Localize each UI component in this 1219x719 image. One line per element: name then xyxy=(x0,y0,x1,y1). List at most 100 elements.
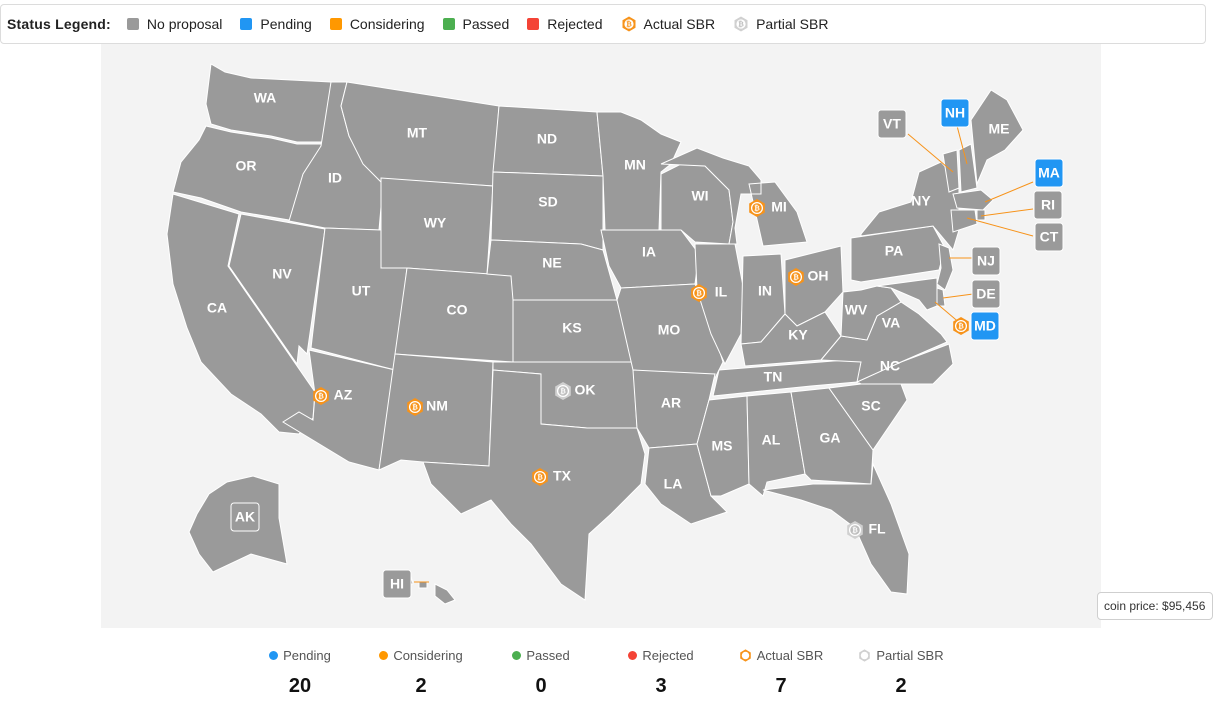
state-label-nd: ND xyxy=(537,131,557,147)
svg-text:₿: ₿ xyxy=(754,204,760,212)
state-vt[interactable] xyxy=(942,149,960,193)
state-label-oh: OH xyxy=(808,268,829,284)
bitcoin-icon: ₿ xyxy=(622,16,635,32)
state-label-de: DE xyxy=(976,286,995,302)
legend-swatch xyxy=(240,18,253,30)
state-label-pa: PA xyxy=(885,243,903,259)
legend-item-pending: Pending xyxy=(240,16,312,32)
state-label-vt: VT xyxy=(883,116,901,132)
state-label-ne: NE xyxy=(542,255,561,271)
state-label-ak: AK xyxy=(235,509,255,525)
stat-label-text: Passed xyxy=(526,648,570,663)
state-label-mi: MI xyxy=(771,199,787,215)
state-box-ct[interactable] xyxy=(1034,222,1064,252)
state-label-wa: WA xyxy=(254,90,277,106)
state-de[interactable] xyxy=(936,287,946,307)
status-dot xyxy=(269,651,279,660)
state-md[interactable] xyxy=(876,277,938,311)
state-wa[interactable] xyxy=(205,63,332,143)
stat-label: Partial SBR xyxy=(846,648,956,663)
state-label-al: AL xyxy=(762,432,781,448)
state-label-hi: HI xyxy=(390,576,404,592)
state-box-de[interactable] xyxy=(971,279,1001,309)
state-label-sd: SD xyxy=(538,194,557,210)
state-box-hi[interactable] xyxy=(382,569,412,599)
state-label-ny: NY xyxy=(911,193,931,209)
state-ct[interactable] xyxy=(950,209,978,233)
legend-item-rejected: Rejected xyxy=(527,16,603,32)
state-label-ok: OK xyxy=(575,382,596,398)
status-legend: Status Legend: No proposal Pending Consi… xyxy=(0,4,1206,44)
state-box-vt[interactable] xyxy=(877,109,907,139)
state-mi[interactable] xyxy=(660,147,808,247)
actual-sbr-az-bitcoin-icon: ₿ xyxy=(313,387,329,405)
stats-summary: Pending 20 Considering 2 Passed 0 Reject… xyxy=(0,648,1219,708)
state-box-nh[interactable] xyxy=(940,98,970,128)
stat-value: 2 xyxy=(895,675,907,697)
stat-label-text: Rejected xyxy=(642,648,694,663)
state-box-md[interactable] xyxy=(970,311,1000,341)
actual-sbr-il-bitcoin-icon: ₿ xyxy=(691,284,707,302)
stat-label: Considering xyxy=(366,648,476,663)
state-ri[interactable] xyxy=(976,209,986,221)
svg-text:₿: ₿ xyxy=(958,322,964,330)
state-box-ri[interactable] xyxy=(1033,190,1063,220)
state-box-nj[interactable] xyxy=(971,246,1001,276)
state-ky[interactable] xyxy=(740,311,842,367)
state-label-va: VA xyxy=(882,315,900,331)
legend-swatch xyxy=(329,18,342,30)
legend-label: Passed xyxy=(462,16,510,32)
actual-sbr-nm-bitcoin-icon: ₿ xyxy=(407,398,423,416)
legend-swatch xyxy=(442,18,455,30)
status-dot xyxy=(512,651,522,660)
leader-lines xyxy=(414,121,1034,583)
state-label-nv: NV xyxy=(272,266,292,282)
state-label-az: AZ xyxy=(334,387,353,403)
bitcoin-price-badge: coin price: $95,456 xyxy=(1097,592,1213,620)
state-label-or: OR xyxy=(236,158,257,174)
legend-swatch xyxy=(126,18,139,30)
state-label-ks: KS xyxy=(562,320,581,336)
svg-text:₿: ₿ xyxy=(852,526,858,534)
state-sd[interactable] xyxy=(490,171,604,251)
stat-value: 0 xyxy=(535,675,547,697)
state-nj[interactable] xyxy=(936,243,954,291)
state-me[interactable] xyxy=(970,89,1024,185)
state-label-tx: TX xyxy=(553,468,572,484)
state-tx[interactable] xyxy=(422,369,646,601)
state-label-nm: NM xyxy=(426,398,448,414)
svg-text:₿: ₿ xyxy=(318,392,324,400)
state-ma[interactable] xyxy=(952,189,994,211)
state-label-ca: CA xyxy=(207,300,227,316)
state-ca[interactable] xyxy=(166,193,316,435)
state-label-in: IN xyxy=(758,283,772,299)
state-box-ak[interactable] xyxy=(230,502,260,532)
legend-label: Actual SBR xyxy=(643,16,716,32)
stat-label: Pending xyxy=(245,648,355,663)
state-label-ut: UT xyxy=(352,283,371,299)
state-oh[interactable] xyxy=(784,245,844,327)
bitcoin-icon xyxy=(739,649,751,662)
svg-text:₿: ₿ xyxy=(412,403,418,411)
svg-text:₿: ₿ xyxy=(626,20,632,28)
state-fl[interactable] xyxy=(762,462,910,595)
stat-partial-sbr: Partial SBR 2 xyxy=(846,648,956,698)
stat-label: Actual SBR xyxy=(726,648,836,663)
legend-item-passed: Passed xyxy=(442,16,510,32)
legend-swatch xyxy=(527,18,540,30)
us-map: WA OR CA NV ID MT WY UT ₿ AZ CO ₿ NM ND SD NE KS ₿ OK ₿ TX MN… xyxy=(101,44,1101,628)
state-label-ma: MA xyxy=(1038,165,1060,181)
legend-item-considering: Considering xyxy=(329,16,425,32)
state-label-ar: AR xyxy=(661,395,681,411)
state-nh[interactable] xyxy=(958,143,978,193)
state-label-id: ID xyxy=(328,170,342,186)
state-label-ga: GA xyxy=(820,430,841,446)
legend-title: Status Legend: xyxy=(7,16,111,32)
state-label-co: CO xyxy=(447,302,468,318)
svg-text:₿: ₿ xyxy=(793,273,799,281)
state-sc[interactable] xyxy=(828,383,908,451)
stat-value: 2 xyxy=(415,675,427,697)
state-box-ma[interactable] xyxy=(1034,158,1064,188)
state-label-fl: FL xyxy=(868,521,886,537)
stat-label-text: Pending xyxy=(283,648,331,663)
